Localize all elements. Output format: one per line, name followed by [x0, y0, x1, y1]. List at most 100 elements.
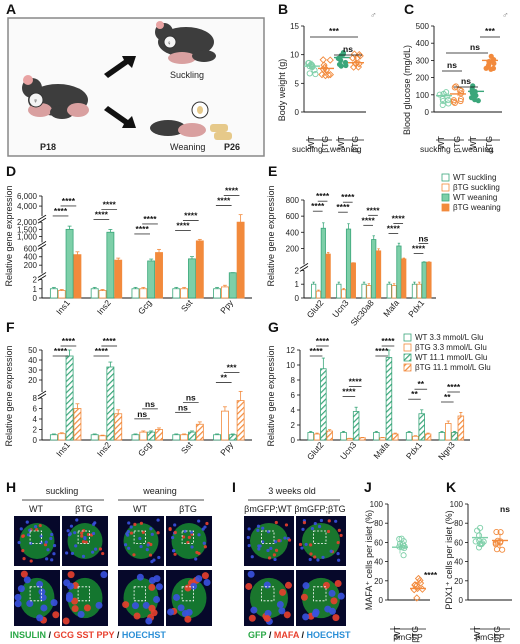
- bar: [65, 228, 74, 299]
- panel-a-label: A: [6, 1, 16, 17]
- panel-k-xcat-1: WT: [472, 626, 482, 639]
- nucleus: [263, 581, 271, 589]
- y-tick-label: 10: [290, 51, 299, 60]
- axis-break: [37, 240, 47, 247]
- data-point: [342, 59, 349, 66]
- nucleus: [248, 614, 256, 622]
- nucleus: [148, 553, 153, 557]
- panel-c-xcat-4: βTG: [484, 136, 494, 153]
- x-category-label: Ppy: [218, 297, 236, 315]
- y-tick-label: 20: [454, 577, 463, 586]
- bar: [213, 434, 222, 441]
- x-category-label: Glut2: [305, 440, 326, 462]
- sig-label: ns: [418, 234, 428, 244]
- panel-b-xcat-1: WT: [306, 136, 316, 149]
- legend-label: WT weaning: [453, 193, 497, 202]
- panel-c-sig-4: ***: [485, 26, 496, 36]
- x-category-label: Ppy: [218, 439, 236, 457]
- nucleus: [319, 518, 324, 523]
- y-tick-label: 60: [374, 538, 383, 547]
- nucleus: [308, 543, 313, 547]
- legend-label: βTG 3.3 mmol/L Glu: [415, 343, 487, 352]
- y-tick-label: 8: [33, 394, 38, 403]
- nucleus: [266, 548, 270, 553]
- nucleus: [167, 608, 175, 616]
- nucleus: [250, 606, 258, 614]
- nucleus: [197, 533, 201, 537]
- nucleus: [173, 523, 177, 527]
- panel-h-col-1: WT: [29, 504, 43, 514]
- bar: [139, 288, 148, 299]
- bar: [336, 283, 342, 299]
- bar: [106, 366, 115, 441]
- nucleus: [269, 546, 273, 551]
- panel-c-xcat-1: WT: [436, 136, 446, 149]
- y-tick-label: 4: [291, 406, 296, 415]
- sig-label: ****: [54, 346, 68, 356]
- axis-break: [37, 390, 47, 397]
- nucleus: [157, 555, 161, 560]
- zoom-box: [77, 530, 90, 544]
- nucleus: [256, 528, 260, 532]
- y-tick-label: 10: [286, 361, 295, 370]
- nucleus: [284, 523, 289, 527]
- x-category-label: Ngn3: [436, 440, 457, 462]
- sig-label: ****: [136, 224, 150, 234]
- islet: [250, 577, 288, 619]
- nucleus: [247, 527, 251, 531]
- nucleus: [302, 521, 307, 525]
- nucleus: [77, 610, 85, 618]
- panel-e-ylabel: Relative gene expression: [266, 185, 276, 286]
- data-point: [488, 66, 494, 72]
- data-point: [493, 546, 501, 553]
- panel-e-label: E: [268, 163, 277, 179]
- nucleus: [136, 573, 144, 581]
- bar: [195, 423, 204, 441]
- label-p26: P26: [224, 142, 240, 152]
- panel-f-label: F: [6, 319, 15, 335]
- sig-label: ****: [336, 202, 350, 212]
- data-point: [451, 99, 458, 106]
- bar: [73, 408, 82, 441]
- male-icon: ♂: [370, 10, 377, 20]
- sig-label: ****: [184, 210, 198, 220]
- panel-b-ylabel: Body weight (g): [277, 59, 287, 122]
- bar: [345, 228, 352, 299]
- x-category-label: Gcg: [136, 440, 154, 459]
- nucleus: [91, 531, 96, 536]
- nucleus: [277, 539, 281, 543]
- panel-k-sig: ns: [500, 504, 510, 514]
- label-p18: P18: [40, 142, 56, 152]
- islet: [171, 523, 207, 559]
- nucleus: [71, 597, 79, 605]
- nucleus: [156, 531, 160, 535]
- nucleus: [300, 593, 308, 601]
- bar: [361, 283, 367, 299]
- panel-j-axis: 0 20 40 60 80 100: [370, 500, 430, 605]
- data-point: [468, 95, 475, 101]
- nucleus: [190, 582, 198, 590]
- bar: [106, 231, 115, 299]
- nucleus: [149, 527, 153, 531]
- nucleus: [66, 594, 74, 602]
- nucleus: [302, 613, 310, 621]
- nucleus: [22, 557, 26, 561]
- nucleus: [327, 519, 331, 523]
- bar: [57, 290, 66, 299]
- bar: [313, 433, 321, 441]
- nucleus: [122, 601, 130, 609]
- data-point: [452, 83, 459, 90]
- panel-c-sig-3: ns: [461, 76, 471, 86]
- nucleus: [172, 549, 176, 553]
- panel-h: H suckling weaning WT βTG WT βTG INSULIN…: [6, 479, 212, 640]
- nucleus: [21, 548, 25, 553]
- nucleus: [190, 530, 194, 534]
- nucleus: [67, 582, 75, 590]
- sig-label: ****: [316, 336, 330, 346]
- y-tick-label: 12: [286, 346, 295, 355]
- nucleus: [148, 583, 156, 591]
- nucleus: [95, 601, 103, 609]
- nucleus: [35, 528, 39, 532]
- panel-h-micrographs: [14, 516, 212, 626]
